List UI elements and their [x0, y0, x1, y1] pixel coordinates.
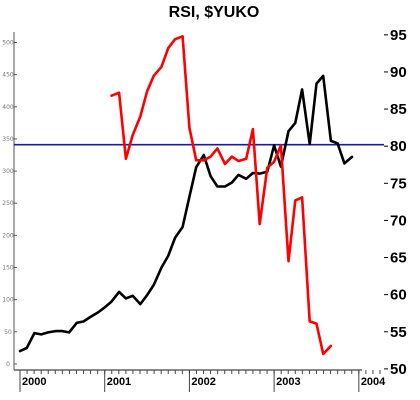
right-tick-label: 60 — [390, 287, 407, 304]
left-tick-label: 50 — [4, 329, 12, 336]
right-tick-label: 90 — [390, 64, 407, 81]
right-tick-label: 95 — [390, 27, 407, 44]
left-tick-label: 200 — [2, 232, 14, 239]
right-tick-label: 75 — [390, 175, 407, 192]
left-tick-label: 250 — [2, 200, 14, 207]
left-tick-label: 100 — [2, 297, 14, 304]
x-tick-label: 2002 — [191, 376, 215, 388]
right-tick-label: 65 — [390, 250, 407, 267]
x-axis-ticks: 2000 2001 2002 2003 2004 — [19, 370, 386, 392]
rsi-series-line — [110, 34, 333, 356]
left-tick-label: 400 — [2, 104, 14, 111]
chart-title: RSI, $YUKO — [169, 4, 260, 21]
left-tick-label: 300 — [2, 168, 14, 175]
left-tick-label: 500 — [2, 40, 14, 47]
left-tick-label: 450 — [2, 72, 14, 79]
left-axis-ticks: 0 50 100 150 200 250 300 350 400 450 500 — [2, 40, 17, 368]
x-tick-label: 2000 — [22, 376, 46, 388]
price-series-line — [18, 74, 354, 353]
left-tick-label: 0 — [6, 361, 10, 368]
right-axis-ticks: 50 55 60 65 70 75 80 85 90 95 — [384, 27, 407, 378]
series-group — [18, 34, 354, 356]
right-tick-label: 85 — [390, 101, 407, 118]
left-tick-label: 350 — [2, 136, 14, 143]
x-tick-label: 2003 — [276, 376, 300, 388]
right-tick-label: 55 — [390, 324, 407, 341]
right-tick-label: 80 — [390, 138, 407, 155]
right-tick-label: 70 — [390, 212, 407, 229]
x-tick-label: 2001 — [107, 376, 131, 388]
x-tick-label: 2004 — [361, 376, 386, 388]
right-tick-label: 50 — [390, 361, 407, 378]
left-tick-label: 150 — [2, 265, 14, 272]
